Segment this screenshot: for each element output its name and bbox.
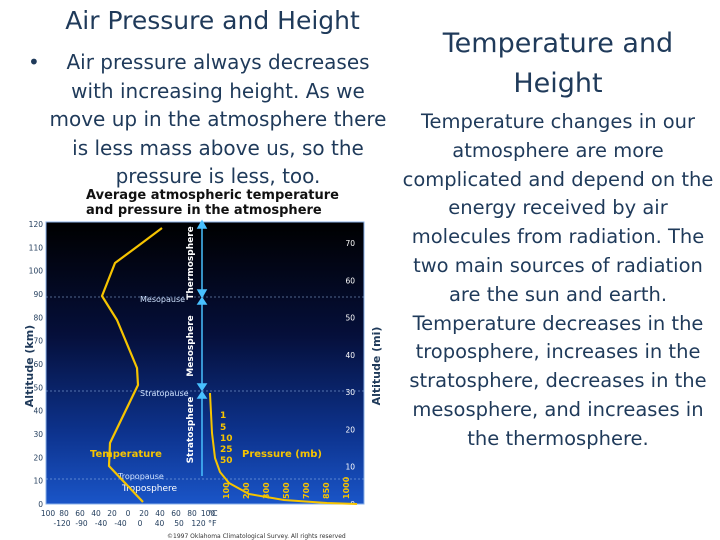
atmosphere-figure: Altitude (km) Altitude (mi) 120110100908… <box>23 219 383 540</box>
km-tick-label: 80 <box>33 313 43 322</box>
figure-title-line-1: Average atmospheric temperature <box>86 188 339 203</box>
figure-frame <box>45 221 365 505</box>
celsius-tick-label: 20 <box>107 509 117 518</box>
temperature-label: Temperature <box>90 449 162 460</box>
air-pressure-bullet-text: Air pressure always decreases with incre… <box>49 50 387 188</box>
mi-tick-label: 30 <box>345 388 355 397</box>
fahrenheit-tick-label: -90 <box>75 519 87 528</box>
pressure-value-label: 1000 <box>342 476 351 499</box>
mi-tick-label: 40 <box>345 351 355 360</box>
pressure-value-label: 500 <box>282 482 291 499</box>
km-tick-label: 30 <box>33 430 43 439</box>
pressure-value-label: 850 <box>322 482 331 499</box>
mi-tick-label: 20 <box>345 425 355 434</box>
pressure-label: Pressure (mb) <box>242 449 322 460</box>
celsius-tick-label: 0 <box>126 509 131 518</box>
celsius-tick-label: 40 <box>91 509 101 518</box>
km-tick-label: 70 <box>33 337 43 346</box>
pressure-value-label: 5 <box>220 423 226 433</box>
right-axis-label: Altitude (mi) <box>370 327 383 406</box>
km-tick-label: 100 <box>29 267 44 276</box>
mi-tick-label: 10 <box>345 463 355 472</box>
pressure-value-label: 25 <box>220 445 233 455</box>
km-tick-label: 10 <box>33 477 43 486</box>
figure-title-line-2: and pressure in the atmosphere <box>86 203 322 218</box>
km-tick-label: 110 <box>29 243 44 252</box>
pressure-value-label: 300 <box>262 482 271 499</box>
celsius-tick-label: 40 <box>155 509 165 518</box>
pressure-value-label: 200 <box>242 482 251 499</box>
layer-label-mesosphere: Mesosphere <box>186 315 196 376</box>
km-tick-label: 60 <box>33 360 43 369</box>
fahrenheit-tick-label: -40 <box>114 519 126 528</box>
temperature-paragraph: Temperature changes in our atmosphere ar… <box>402 110 714 450</box>
pressure-value-label: 50 <box>220 456 233 466</box>
fahrenheit-unit: °F <box>208 519 217 528</box>
km-tick-label: 40 <box>33 407 43 416</box>
tropopause-label: Tropopause <box>117 472 164 481</box>
fahrenheit-tick-label: -120 <box>53 519 70 528</box>
fahrenheit-axis-ticks: -120 -90 -40 -40 0 40 50 120 <box>53 519 205 528</box>
celsius-tick-label: 20 <box>139 509 149 518</box>
layer-label-thermosphere: Thermosphere <box>186 226 196 300</box>
layer-label-stratosphere: Stratosphere <box>186 397 196 464</box>
mi-tick-label: 70 <box>345 239 355 248</box>
celsius-unit: °C <box>208 509 218 518</box>
left-axis-label: Altitude (km) <box>23 325 36 407</box>
celsius-tick-label: 60 <box>171 509 181 518</box>
pressure-value-label: 10 <box>220 434 233 444</box>
temperature-curve <box>100 227 163 503</box>
fahrenheit-tick-label: 40 <box>155 519 165 528</box>
fahrenheit-tick-label: -40 <box>95 519 107 528</box>
celsius-tick-label: 60 <box>75 509 85 518</box>
layer-label-troposphere: Troposphere <box>121 484 178 494</box>
figure-credit: ©1997 Oklahoma Climatological Survey. Al… <box>167 533 346 540</box>
figure-title: Average atmospheric temperature and pres… <box>86 188 339 218</box>
km-tick-label: 120 <box>29 220 44 229</box>
fahrenheit-tick-label: 120 <box>191 519 206 528</box>
air-pressure-bullet: • Air pressure always decreases with inc… <box>28 48 390 191</box>
figure-background <box>46 222 364 504</box>
fahrenheit-tick-label: 50 <box>174 519 184 528</box>
mesopause-label: Mesopause <box>140 295 185 304</box>
celsius-tick-label: 100 <box>41 509 56 518</box>
bullet-dot-icon: • <box>28 50 40 74</box>
mi-tick-label: 60 <box>345 276 355 285</box>
pressure-value-label: 100 <box>222 482 231 499</box>
pressure-value-label: 700 <box>302 482 311 499</box>
stratopause-label: Stratopause <box>140 389 189 398</box>
layer-arrows <box>196 219 208 476</box>
km-tick-label: 20 <box>33 453 43 462</box>
km-tick-label: 90 <box>33 290 43 299</box>
pressure-curve <box>209 392 358 505</box>
celsius-axis-ticks: 100 80 60 40 20 0 20 40 60 80 100 <box>41 509 216 518</box>
fahrenheit-tick-label: 0 <box>138 519 143 528</box>
km-tick-label: 50 <box>33 383 43 392</box>
pressure-value-label: 1 <box>220 411 226 421</box>
mi-tick-label: 50 <box>345 314 355 323</box>
celsius-tick-label: 80 <box>187 509 197 518</box>
km-tick-label: 0 <box>38 500 43 509</box>
celsius-tick-label: 100 <box>201 509 216 518</box>
right-slide-title: Temperature and Height <box>442 28 674 99</box>
celsius-tick-label: 80 <box>59 509 69 518</box>
left-slide-title: Air Pressure and Height <box>65 6 360 35</box>
